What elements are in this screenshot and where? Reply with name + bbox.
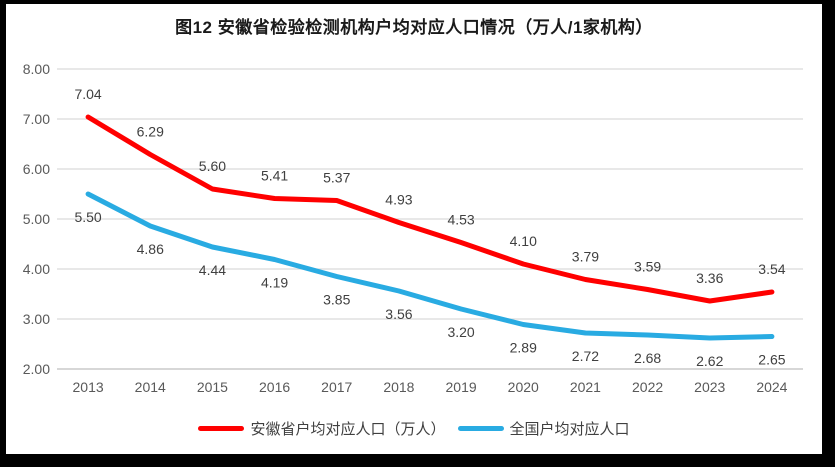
y-tick-label: 3.00 [23,311,50,327]
chart-title: 图12 安徽省检验检测机构户均对应人口情况（万人/1家机构） [175,18,653,37]
x-tick-label: 2013 [73,379,104,395]
series-line-0 [85,114,775,304]
y-tick-label: 7.00 [23,111,50,127]
data-label: 3.59 [634,259,661,275]
data-label: 2.72 [572,348,599,364]
x-tick-label: 2014 [135,379,166,395]
y-tick-label: 2.00 [23,361,50,377]
data-label: 3.36 [696,270,723,286]
legend-label-anhui: 安徽省户均对应人口（万人） [250,421,446,438]
data-label: 5.50 [74,209,101,225]
data-label: 3.56 [385,306,412,322]
data-label: 4.86 [137,241,164,257]
data-label: 3.85 [323,292,350,308]
data-label: 4.19 [261,275,288,291]
data-label: 2.68 [634,350,661,366]
data-label: 5.37 [323,170,350,186]
data-label: 4.10 [510,233,537,249]
x-tick-label: 2019 [446,379,477,395]
y-tick-label: 4.00 [23,261,50,277]
data-label: 4.53 [447,212,474,228]
data-label: 3.20 [447,324,474,340]
data-label: 7.04 [74,86,101,102]
legend-swatch-national-blue [457,426,504,431]
x-tick-label: 2018 [383,379,414,395]
legend-item-national: 全国户均对应人口 [457,418,630,439]
x-tick-label: 2016 [259,379,290,395]
x-tick-label: 2017 [321,379,352,395]
legend-item-anhui: 安徽省户均对应人口（万人） [198,418,446,439]
data-label: 2.89 [510,340,537,356]
x-tick-label: 2021 [570,379,601,395]
y-tick-label: 6.00 [23,161,50,177]
data-label: 3.79 [572,249,599,265]
legend: 安徽省户均对应人口（万人） 全国户均对应人口 [0,418,828,439]
y-tick-label: 8.00 [23,61,50,77]
y-tick-label: 5.00 [23,211,50,227]
x-tick-label: 2023 [694,379,725,395]
x-tick-label: 2024 [756,379,787,395]
x-tick-label: 2022 [632,379,663,395]
data-label: 2.62 [696,353,723,369]
series-line-1 [85,191,775,341]
data-label: 5.41 [261,168,288,184]
legend-swatch-anhui-red [198,426,245,431]
x-tick-label: 2020 [508,379,539,395]
legend-label-national: 全国户均对应人口 [509,421,630,438]
data-label: 6.29 [137,124,164,140]
data-label: 3.54 [758,261,785,277]
x-tick-label: 2015 [197,379,228,395]
data-label: 5.60 [199,158,226,174]
data-label: 2.65 [758,352,785,368]
data-label: 4.93 [385,192,412,208]
data-label: 4.44 [199,262,226,278]
